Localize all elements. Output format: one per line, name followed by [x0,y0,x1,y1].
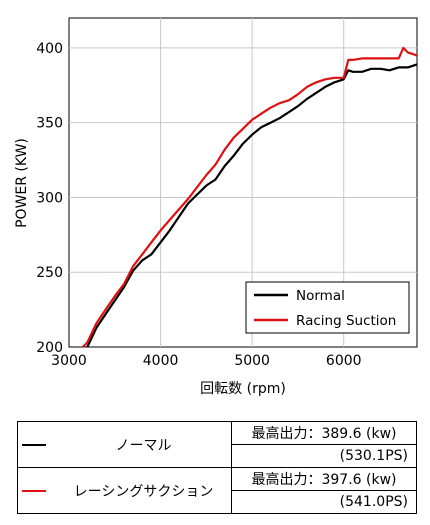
x-tick-label: 4000 [143,353,179,369]
engine-name-racing-suction: レーシングサクション [73,483,214,500]
series-line-racing-suction [81,46,418,348]
legend-label-normal: Normal [296,288,345,304]
summary-row-racing-suction-ps: (541.0PS) [18,490,417,514]
max-output-normal: 最高出力：389.6 (kw) [231,421,417,445]
engine-cell-normal: ノーマル [17,421,232,468]
engine-cell-racing-suction: レーシングサクション [17,467,232,514]
ps-normal: (530.1PS) [231,444,417,468]
y-tick-label: 350 [36,116,63,132]
x-tick-label: 5000 [234,353,270,369]
legend-box [245,281,410,334]
line-swatch-normal [22,443,46,446]
x-tick-labels: 3000 4000 5000 6000 [51,353,361,369]
summary-row-normal-ps: (530.1PS) [18,444,417,468]
summary-row-racing-suction: レーシングサクション 最高出力：397.6 (kw) [17,467,417,514]
engine-name-normal: ノーマル [115,437,172,454]
y-tick-label: 200 [36,340,63,356]
y-tick-label: 300 [36,190,63,206]
series-line-normal [86,63,418,348]
legend: Normal Racing Suction [245,281,410,334]
summary-row-normal: ノーマル 最高出力：389.6 (kw) [17,421,417,468]
y-tick-labels: 200 250 300 350 400 [36,41,63,356]
x-axis-label: 回転数 (rpm) [200,381,286,397]
series-lines [81,46,418,348]
line-swatch-racing-suction [22,489,46,492]
ps-racing-suction: (541.0PS) [231,490,417,514]
y-tick-label: 250 [36,265,63,281]
max-output-racing-suction: 最高出力：397.6 (kw) [231,467,417,491]
y-axis-label: POWER (KW) [14,138,30,228]
y-tick-label: 400 [36,41,63,57]
x-tick-label: 3000 [51,353,87,369]
power-chart: 200 250 300 350 400 3000 4000 5000 6000 POWER (… [14,17,418,397]
legend-label-racing-suction: Racing Suction [296,313,396,329]
summary-table: ノーマル 最高出力：389.6 (kw) (530.1PS) レーシングサクショ… [17,421,417,514]
x-tick-label: 6000 [326,353,362,369]
